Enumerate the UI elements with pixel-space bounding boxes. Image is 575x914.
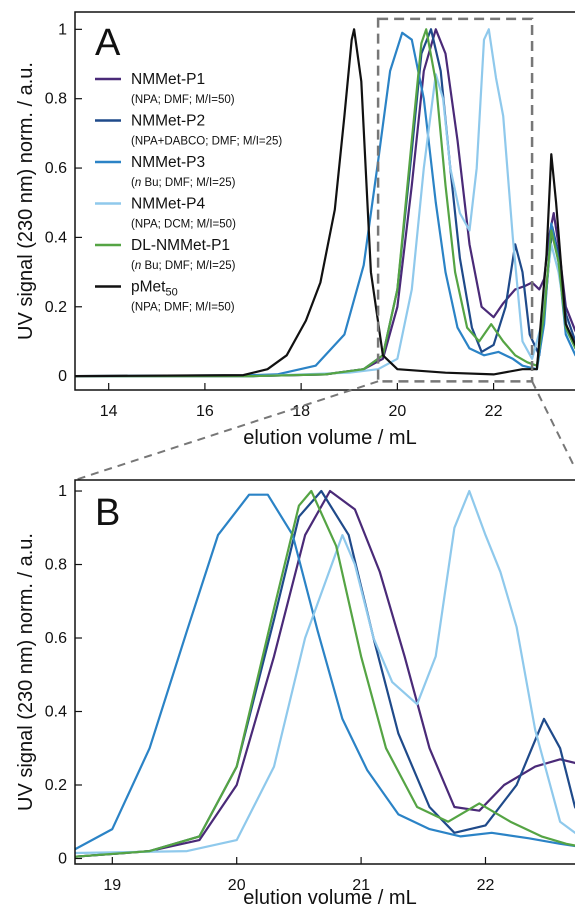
legend-series-name: DL-NMMet-P1 xyxy=(131,237,230,254)
panel-b-y-axis-label: UV signal (230 nm) norm. / a.u. xyxy=(15,533,37,811)
legend-entry-dl-nmmet-p1: DL-NMMet-P1 (n Bu; DMF; M/I=25) xyxy=(95,237,236,272)
zoom-connector-left xyxy=(74,380,379,481)
panel-b-y-tick-label: 0 xyxy=(58,850,67,867)
legend-entry-nmmet-p4: NMMet-P4 (NPA; DCM; M/I=50) xyxy=(95,196,236,231)
panel-b-letter: B xyxy=(95,492,120,534)
panel-a-y-tick-label: 0 xyxy=(58,368,67,385)
zoom-connector-right xyxy=(531,380,575,469)
legend-conditions: (n Bu; DMF; M/I=25) xyxy=(131,260,236,272)
legend-series-name: NMMet-P3 xyxy=(131,154,205,171)
panel-a: 14 16 18 20 22 0 0.2 0.4 0.6 0.8 1 A NMMet-P1 (NPA;… xyxy=(15,11,575,449)
legend-entry-nmmet-p3: NMMet-P3 (n Bu; DMF; M/I=25) xyxy=(95,154,236,189)
panel-b-y-tick-label: 0.6 xyxy=(45,630,67,647)
zoom-region-box xyxy=(376,17,534,383)
panel-a-y-tick-label: 0.2 xyxy=(45,299,67,316)
legend-series-name: pMet50 xyxy=(131,279,178,299)
panel-b-x-axis-label: elution volume / mL xyxy=(243,887,416,909)
legend-series-name: NMMet-P4 xyxy=(131,196,205,213)
panel-b-x-tick-label: 19 xyxy=(103,877,121,894)
panel-b-plot-area xyxy=(75,489,575,858)
panel-a-letter: A xyxy=(95,22,121,64)
legend-conditions: (NPA; DMF; M/I=50) xyxy=(131,94,235,106)
series-line-dl-nmmet-p1 xyxy=(75,489,575,858)
legend-conditions: (NPA; DMF; M/I=50) xyxy=(131,302,235,314)
panel-b-x-tick-label: 20 xyxy=(228,877,246,894)
panel-b-x-tick-label: 22 xyxy=(477,877,495,894)
legend-series-name: NMMet-P1 xyxy=(131,71,205,88)
series-line-nmmet-p2 xyxy=(75,489,575,858)
panel-a-x-tick-label: 22 xyxy=(485,403,503,420)
panel-b-frame xyxy=(74,479,575,865)
panel-a-ticks: 14 16 18 20 22 0 0.2 0.4 0.6 0.8 1 xyxy=(45,21,503,420)
panel-a-y-tick-label: 0.6 xyxy=(45,160,67,177)
legend-entry-nmmet-p2: NMMet-P2 (NPA+DABCO; DMF; M/I=25) xyxy=(95,113,282,148)
panel-b-y-tick-label: 1 xyxy=(58,483,67,500)
series-line-pmet50 xyxy=(75,28,575,378)
panel-b-y-tick-label: 0.4 xyxy=(45,704,67,721)
panel-b-x-tick-label: 21 xyxy=(352,877,370,894)
series-line-nmmet-p4 xyxy=(75,489,575,855)
panel-a-y-tick-label: 0.4 xyxy=(45,229,67,246)
panel-b-y-tick-label: 0.2 xyxy=(45,777,67,794)
panel-a-plot-area xyxy=(75,28,575,378)
legend-conditions: (NPA; DCM; M/I=50) xyxy=(131,219,236,231)
legend-entry-pmet50: pMet50 (NPA; DMF; M/I=50) xyxy=(95,279,235,314)
panel-a-x-axis-label: elution volume / mL xyxy=(243,427,416,449)
series-line-nmmet-p1 xyxy=(75,28,575,378)
legend: NMMet-P1 (NPA; DMF; M/I=50) NMMet-P2 (NPA+D… xyxy=(95,71,282,314)
panel-a-y-tick-label: 1 xyxy=(58,21,67,38)
legend-entry-nmmet-p1: NMMet-P1 (NPA; DMF; M/I=50) xyxy=(95,71,235,106)
panel-a-x-tick-label: 14 xyxy=(100,403,118,420)
panel-a-y-tick-label: 0.8 xyxy=(45,91,67,108)
panel-b-y-tick-label: 0.8 xyxy=(45,557,67,574)
panel-b-ticks: 19 20 21 22 0 0.2 0.4 0.6 0.8 1 xyxy=(45,483,495,894)
series-line-nmmet-p3 xyxy=(75,493,575,851)
panel-a-x-tick-label: 20 xyxy=(388,403,406,420)
panel-a-x-tick-label: 16 xyxy=(196,403,214,420)
series-line-nmmet-p1 xyxy=(75,489,575,858)
panel-b: 19 20 21 22 0 0.2 0.4 0.6 0.8 1 B elution volume … xyxy=(15,479,575,909)
panel-a-frame xyxy=(74,11,575,391)
legend-conditions: (n Bu; DMF; M/I=25) xyxy=(131,177,236,189)
panel-a-x-tick-label: 18 xyxy=(292,403,310,420)
legend-conditions: (NPA+DABCO; DMF; M/I=25) xyxy=(131,136,282,148)
panel-a-y-axis-label: UV signal (230 nm) norm. / a.u. xyxy=(15,62,37,340)
legend-series-name: NMMet-P2 xyxy=(131,113,205,130)
